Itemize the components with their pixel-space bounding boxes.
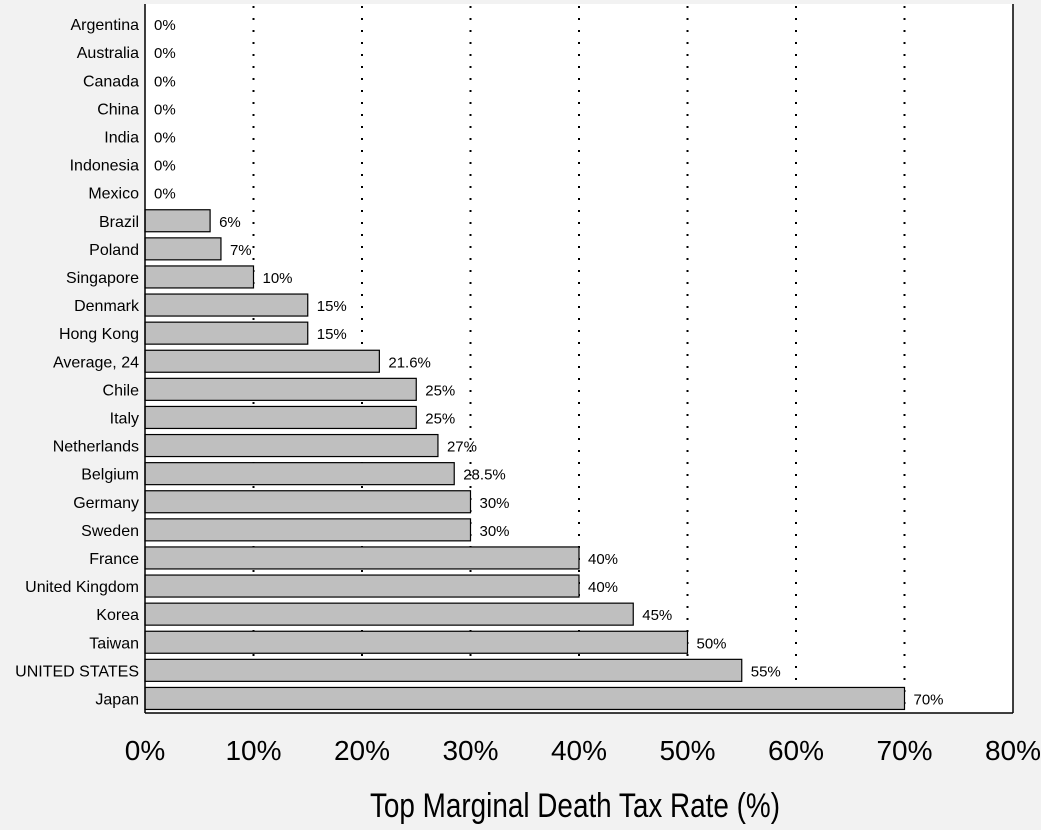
data-label: 21.6%: [388, 354, 431, 371]
data-label: 0%: [154, 129, 176, 146]
category-labels: Argentina Australia Canada China India Indone…: [15, 17, 140, 708]
data-label: 0%: [154, 17, 176, 34]
category-label: Argentina: [71, 17, 140, 34]
x-tick-label: 80%: [985, 735, 1041, 766]
bar: [144, 209, 211, 233]
bar: [144, 518, 472, 542]
category-label: Canada: [83, 73, 139, 90]
category-label: Singapore: [66, 270, 139, 287]
category-label: Italy: [110, 410, 139, 427]
x-tick-label: 50%: [659, 735, 715, 766]
bar: [144, 630, 689, 654]
category-label: Korea: [96, 607, 139, 624]
category-label: Denmark: [74, 298, 140, 315]
data-label: 15%: [317, 298, 347, 315]
data-label: 25%: [425, 410, 455, 427]
data-label: 30%: [480, 495, 510, 512]
data-label: 6%: [219, 214, 241, 231]
category-label: Netherlands: [53, 439, 139, 456]
bar: [144, 321, 309, 345]
data-label: 0%: [154, 101, 176, 118]
x-tick-label: 30%: [442, 735, 498, 766]
x-tick-label: 60%: [768, 735, 824, 766]
data-label: 30%: [480, 523, 510, 540]
category-label: Mexico: [88, 186, 139, 203]
x-tick-label: 10%: [225, 735, 281, 766]
data-label: 27%: [447, 439, 477, 456]
bar: [144, 433, 439, 458]
x-tick-labels: 0% 10% 20% 30% 40% 50% 60% 70% 80%: [125, 735, 1041, 766]
category-label: Average, 24: [53, 354, 139, 371]
category-label: Indonesia: [70, 158, 139, 175]
category-label: Hong Kong: [59, 326, 139, 343]
data-label: 40%: [588, 579, 618, 596]
category-label: UNITED STATES: [15, 663, 139, 680]
bar: [144, 658, 743, 682]
x-tick-label: 20%: [334, 735, 390, 766]
category-label: Chile: [103, 382, 140, 399]
category-label: United Kingdom: [25, 579, 139, 596]
bar: [144, 293, 309, 317]
x-tick-label: 0%: [125, 735, 165, 766]
category-label: Poland: [89, 242, 139, 259]
data-label: 0%: [154, 186, 176, 203]
bar: [144, 349, 380, 373]
data-label: 10%: [263, 270, 293, 287]
bar: [144, 405, 417, 430]
data-label: 40%: [588, 551, 618, 568]
data-label: 50%: [697, 635, 727, 652]
category-label: Sweden: [81, 523, 139, 540]
data-label: 55%: [751, 663, 781, 680]
data-labels: 0% 0% 0% 0% 0% 0% 0% 6% 7% 10% 15% 15% 21.6% 25% 25% 27…: [154, 17, 944, 708]
category-label: Australia: [77, 45, 139, 62]
data-label: 7%: [230, 242, 252, 259]
x-tick-label: 40%: [551, 735, 607, 766]
category-label: Taiwan: [89, 635, 139, 652]
category-label: Belgium: [81, 467, 139, 484]
category-label: China: [97, 101, 139, 118]
category-label: Japan: [95, 691, 139, 708]
bar: [144, 686, 906, 711]
category-label: France: [89, 551, 139, 568]
category-label: Germany: [73, 495, 139, 512]
x-axis-title: Top Marginal Death Tax Rate (%): [370, 787, 780, 825]
data-label: 0%: [154, 158, 176, 175]
bar: [144, 574, 580, 598]
category-label: India: [104, 129, 139, 146]
data-label: 0%: [154, 45, 176, 62]
bar: [144, 462, 455, 486]
bar: [144, 237, 222, 261]
bar: [144, 265, 255, 289]
data-label: 25%: [425, 382, 455, 399]
data-label: 15%: [317, 326, 347, 343]
data-label: 0%: [154, 73, 176, 90]
bar: [144, 546, 580, 570]
bar: [144, 377, 417, 401]
x-tick-label: 70%: [876, 735, 932, 766]
category-label: Brazil: [99, 214, 139, 231]
data-label: 28.5%: [463, 467, 506, 484]
bar: [144, 490, 472, 514]
bar: [144, 602, 634, 626]
data-label: 45%: [642, 607, 672, 624]
data-label: 70%: [914, 691, 944, 708]
